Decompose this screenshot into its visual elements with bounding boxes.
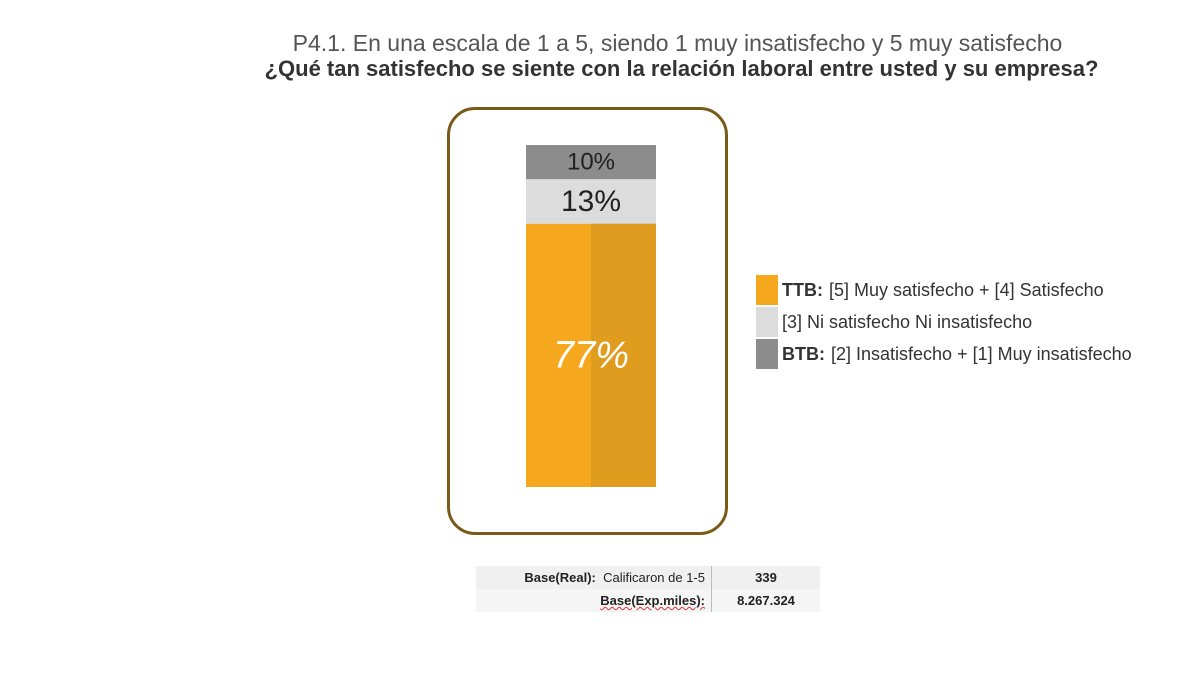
legend-item-btb: BTB: [2] Insatisfecho + [1] Muy insatisf…	[756, 338, 1132, 370]
base-table: Base(Real): Calificaron de 1-5 339 Base(…	[476, 566, 820, 612]
chart-title: ¿Qué tan satisfecho se siente con la rel…	[264, 56, 1099, 81]
base-exp-label: Base(Exp.miles):	[600, 593, 705, 608]
base-real-desc: Calificaron de 1-5	[603, 570, 705, 585]
data-label-ttb: 77%	[553, 334, 629, 376]
legend-label-ttb: [5] Muy satisfecho + [4] Satisfecho	[828, 279, 1104, 300]
chart-subtitle: P4.1. En una escala de 1 a 5, siendo 1 m…	[292, 30, 1063, 56]
legend-label-btb: [2] Insatisfecho + [1] Muy insatisfecho	[831, 343, 1132, 364]
base-exp-value: 8.267.324	[737, 593, 795, 608]
legend-label-neutral: [3] Ni satisfecho Ni insatisfecho	[782, 311, 1033, 332]
bar-segment-btb	[526, 145, 656, 180]
base-real-value: 339	[755, 570, 777, 585]
data-label-btb: 10%	[567, 149, 615, 176]
base-exp-label-cell: Base(Exp.miles):	[476, 589, 712, 612]
base-row-real: Base(Real): Calificaron de 1-5 339	[476, 566, 820, 589]
legend-swatch-ttb	[756, 275, 778, 305]
bar-segment-neutral	[526, 179, 656, 224]
base-real-label: Base(Real):	[524, 570, 596, 585]
bar-segment-shade-ttb	[591, 223, 656, 487]
legend-swatch-neutral	[756, 307, 778, 337]
legend-swatch-btb	[756, 339, 778, 369]
legend-prefix-ttb: TTB:	[782, 279, 823, 300]
base-real-label-cell: Base(Real): Calificaron de 1-5	[476, 566, 712, 589]
legend-item-ttb: TTB: [5] Muy satisfecho + [4] Satisfecho	[756, 274, 1132, 306]
data-label-neutral: 13%	[561, 185, 621, 218]
legend-prefix-btb: BTB:	[782, 343, 825, 364]
chart-legend: TTB: [5] Muy satisfecho + [4] Satisfecho…	[756, 274, 1132, 370]
chart-frame	[447, 107, 728, 535]
legend-item-neutral: [3] Ni satisfecho Ni insatisfecho	[756, 306, 1132, 338]
base-row-exp: Base(Exp.miles): 8.267.324	[476, 589, 820, 612]
